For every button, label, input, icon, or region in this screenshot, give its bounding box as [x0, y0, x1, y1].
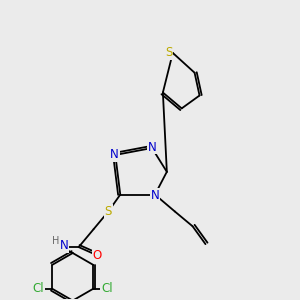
Text: S: S	[165, 46, 172, 59]
Text: N: N	[148, 140, 156, 154]
Text: N: N	[151, 189, 159, 202]
Text: N: N	[59, 238, 68, 252]
Text: O: O	[93, 248, 102, 262]
Text: Cl: Cl	[101, 282, 113, 295]
Text: N: N	[110, 148, 119, 161]
Text: S: S	[105, 205, 112, 218]
Text: H: H	[52, 236, 60, 246]
Text: Cl: Cl	[32, 282, 44, 295]
